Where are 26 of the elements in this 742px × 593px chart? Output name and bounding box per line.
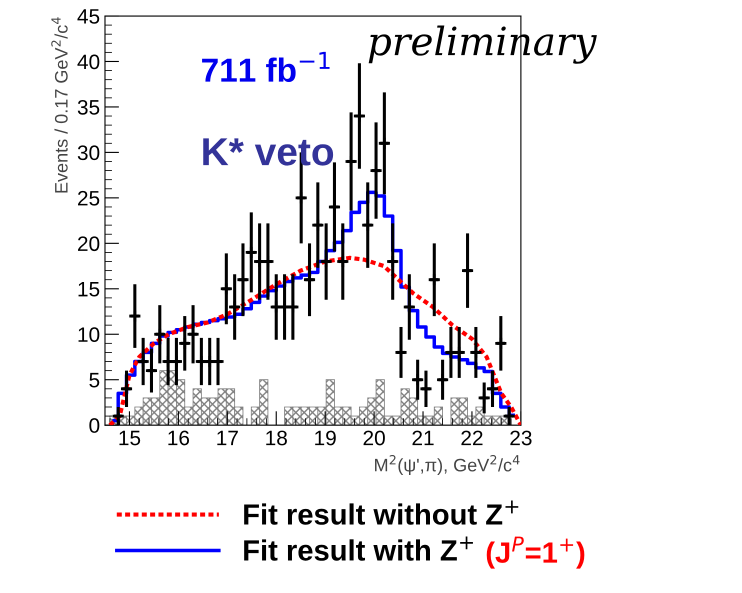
y-tick-label: 15 — [78, 282, 100, 297]
y-axis-title: Events / 0.17 GeV$^{2}$/c$^{4}$ — [51, 17, 68, 193]
x-tick-label: 21 — [412, 430, 434, 446]
text: (J$^{P}$=1$^{+}$) — [486, 536, 584, 569]
x-tick-label: 19 — [315, 430, 336, 446]
x-tick-label: 16 — [168, 430, 190, 446]
legend-label: Fit result without Z$^{+}$ — [244, 500, 518, 525]
x-tick-label: 15 — [119, 430, 140, 446]
y-tick-label: 20 — [78, 236, 100, 252]
x-axis-title: M$^{2}$(ψ',π), GeV$^{2}$/c$^{4}$ — [375, 455, 520, 476]
x-tick-label: 17 — [217, 430, 238, 446]
x-tick-label: 20 — [364, 430, 385, 446]
y-tick-label: 10 — [78, 327, 100, 342]
legend-label: Fit result with Z$^{+}$ — [244, 536, 473, 561]
x-tick-label: 18 — [266, 430, 287, 446]
x-tick-label: 23 — [510, 430, 532, 446]
y-tick-label: 35 — [78, 100, 100, 115]
y-tick-label: 40 — [77, 54, 100, 70]
y-tick-label: 0 — [89, 418, 100, 433]
y-tick-label: 25 — [78, 190, 100, 206]
annotation: 711 fb$^{−1}$ — [202, 52, 330, 82]
y-tick-label: 45 — [77, 9, 100, 24]
annotation: K* veto — [203, 138, 334, 166]
x-tick-label: 22 — [461, 430, 482, 446]
y-tick-label: 5 — [89, 372, 100, 388]
y-tick-label: 30 — [78, 145, 100, 160]
